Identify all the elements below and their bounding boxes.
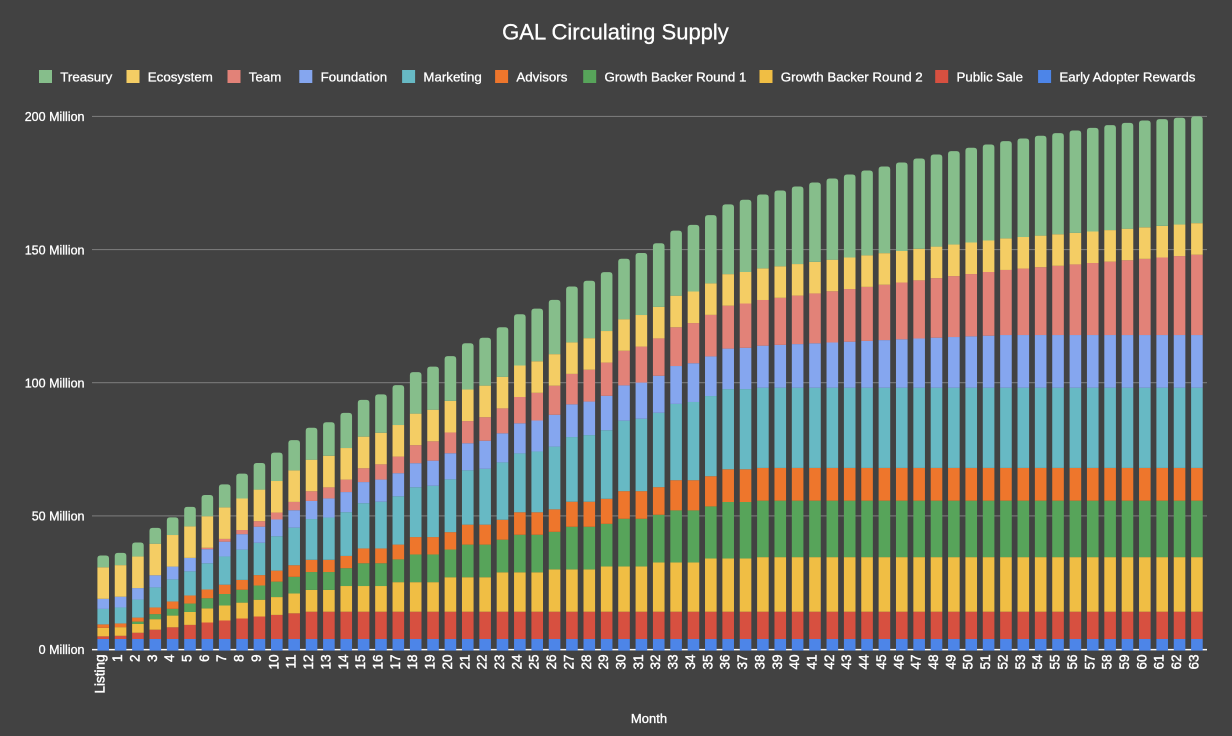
svg-text:13: 13: [318, 655, 333, 670]
svg-text:62: 62: [1169, 655, 1184, 670]
svg-text:19: 19: [423, 655, 438, 670]
svg-text:44: 44: [857, 654, 872, 670]
svg-text:27: 27: [561, 655, 576, 670]
svg-text:17: 17: [388, 655, 403, 670]
svg-text:61: 61: [1152, 655, 1167, 670]
svg-text:16: 16: [370, 655, 385, 670]
svg-text:200 Million: 200 Million: [25, 110, 85, 124]
svg-text:0 Million: 0 Million: [39, 643, 85, 657]
svg-text:7: 7: [214, 655, 229, 663]
svg-text:Public Sale: Public Sale: [957, 69, 1024, 84]
svg-text:57: 57: [1082, 655, 1097, 670]
svg-text:56: 56: [1065, 655, 1080, 670]
svg-text:36: 36: [718, 655, 733, 670]
svg-text:30: 30: [614, 655, 629, 670]
svg-text:14: 14: [336, 654, 351, 670]
svg-text:Marketing: Marketing: [423, 69, 481, 84]
svg-text:12: 12: [301, 655, 316, 670]
svg-text:28: 28: [579, 655, 594, 670]
svg-text:8: 8: [232, 655, 247, 663]
svg-text:4: 4: [162, 654, 177, 662]
svg-text:150 Million: 150 Million: [25, 243, 85, 257]
svg-text:55: 55: [1048, 655, 1063, 670]
svg-text:Early Adopter Rewards: Early Adopter Rewards: [1059, 69, 1195, 84]
svg-text:58: 58: [1100, 655, 1115, 670]
svg-text:39: 39: [770, 655, 785, 670]
svg-text:Foundation: Foundation: [321, 69, 388, 84]
svg-text:15: 15: [353, 655, 368, 670]
svg-text:46: 46: [891, 655, 906, 670]
svg-text:11: 11: [284, 655, 299, 669]
svg-text:47: 47: [909, 655, 924, 670]
svg-text:60: 60: [1134, 655, 1149, 670]
svg-text:41: 41: [804, 655, 819, 670]
svg-text:29: 29: [596, 655, 611, 670]
svg-text:35: 35: [700, 655, 715, 670]
svg-text:GAL Circulating Supply: GAL Circulating Supply: [502, 20, 729, 45]
svg-text:52: 52: [995, 655, 1010, 670]
svg-text:100 Million: 100 Million: [25, 377, 85, 391]
svg-text:Growth Backer Round 1: Growth Backer Round 1: [605, 69, 747, 84]
svg-text:43: 43: [839, 655, 854, 670]
svg-text:5: 5: [180, 655, 195, 663]
svg-text:32: 32: [648, 655, 663, 670]
svg-text:42: 42: [822, 655, 837, 670]
svg-text:9: 9: [249, 655, 264, 663]
svg-text:45: 45: [874, 655, 889, 670]
svg-text:18: 18: [405, 655, 420, 670]
svg-text:6: 6: [197, 655, 212, 663]
svg-text:33: 33: [666, 655, 681, 670]
svg-text:Advisors: Advisors: [516, 69, 567, 84]
svg-text:37: 37: [735, 655, 750, 670]
svg-text:24: 24: [509, 654, 524, 670]
svg-text:Treasury: Treasury: [60, 69, 112, 84]
svg-text:Month: Month: [631, 711, 667, 726]
svg-text:63: 63: [1186, 655, 1201, 670]
svg-text:59: 59: [1117, 655, 1132, 670]
svg-text:21: 21: [457, 655, 472, 670]
svg-text:22: 22: [475, 655, 490, 670]
svg-text:3: 3: [145, 655, 160, 663]
svg-text:25: 25: [527, 655, 542, 670]
svg-text:2: 2: [127, 655, 142, 663]
svg-text:20: 20: [440, 655, 455, 670]
svg-text:53: 53: [1013, 655, 1028, 670]
svg-text:38: 38: [752, 655, 767, 670]
svg-text:50 Million: 50 Million: [32, 510, 85, 524]
svg-text:26: 26: [544, 655, 559, 670]
svg-text:Team: Team: [249, 69, 282, 84]
svg-text:23: 23: [492, 655, 507, 670]
svg-text:Ecosystem: Ecosystem: [148, 69, 213, 84]
svg-text:10: 10: [266, 655, 281, 670]
svg-text:51: 51: [978, 655, 993, 670]
svg-text:50: 50: [961, 655, 976, 670]
svg-text:40: 40: [787, 655, 802, 670]
svg-text:31: 31: [631, 655, 646, 670]
svg-text:Listing: Listing: [93, 655, 108, 694]
svg-text:34: 34: [683, 654, 698, 670]
svg-text:1: 1: [110, 655, 125, 663]
svg-text:Growth Backer Round 2: Growth Backer Round 2: [781, 69, 923, 84]
svg-text:48: 48: [926, 655, 941, 670]
svg-text:49: 49: [943, 655, 958, 670]
svg-text:54: 54: [1030, 654, 1045, 670]
